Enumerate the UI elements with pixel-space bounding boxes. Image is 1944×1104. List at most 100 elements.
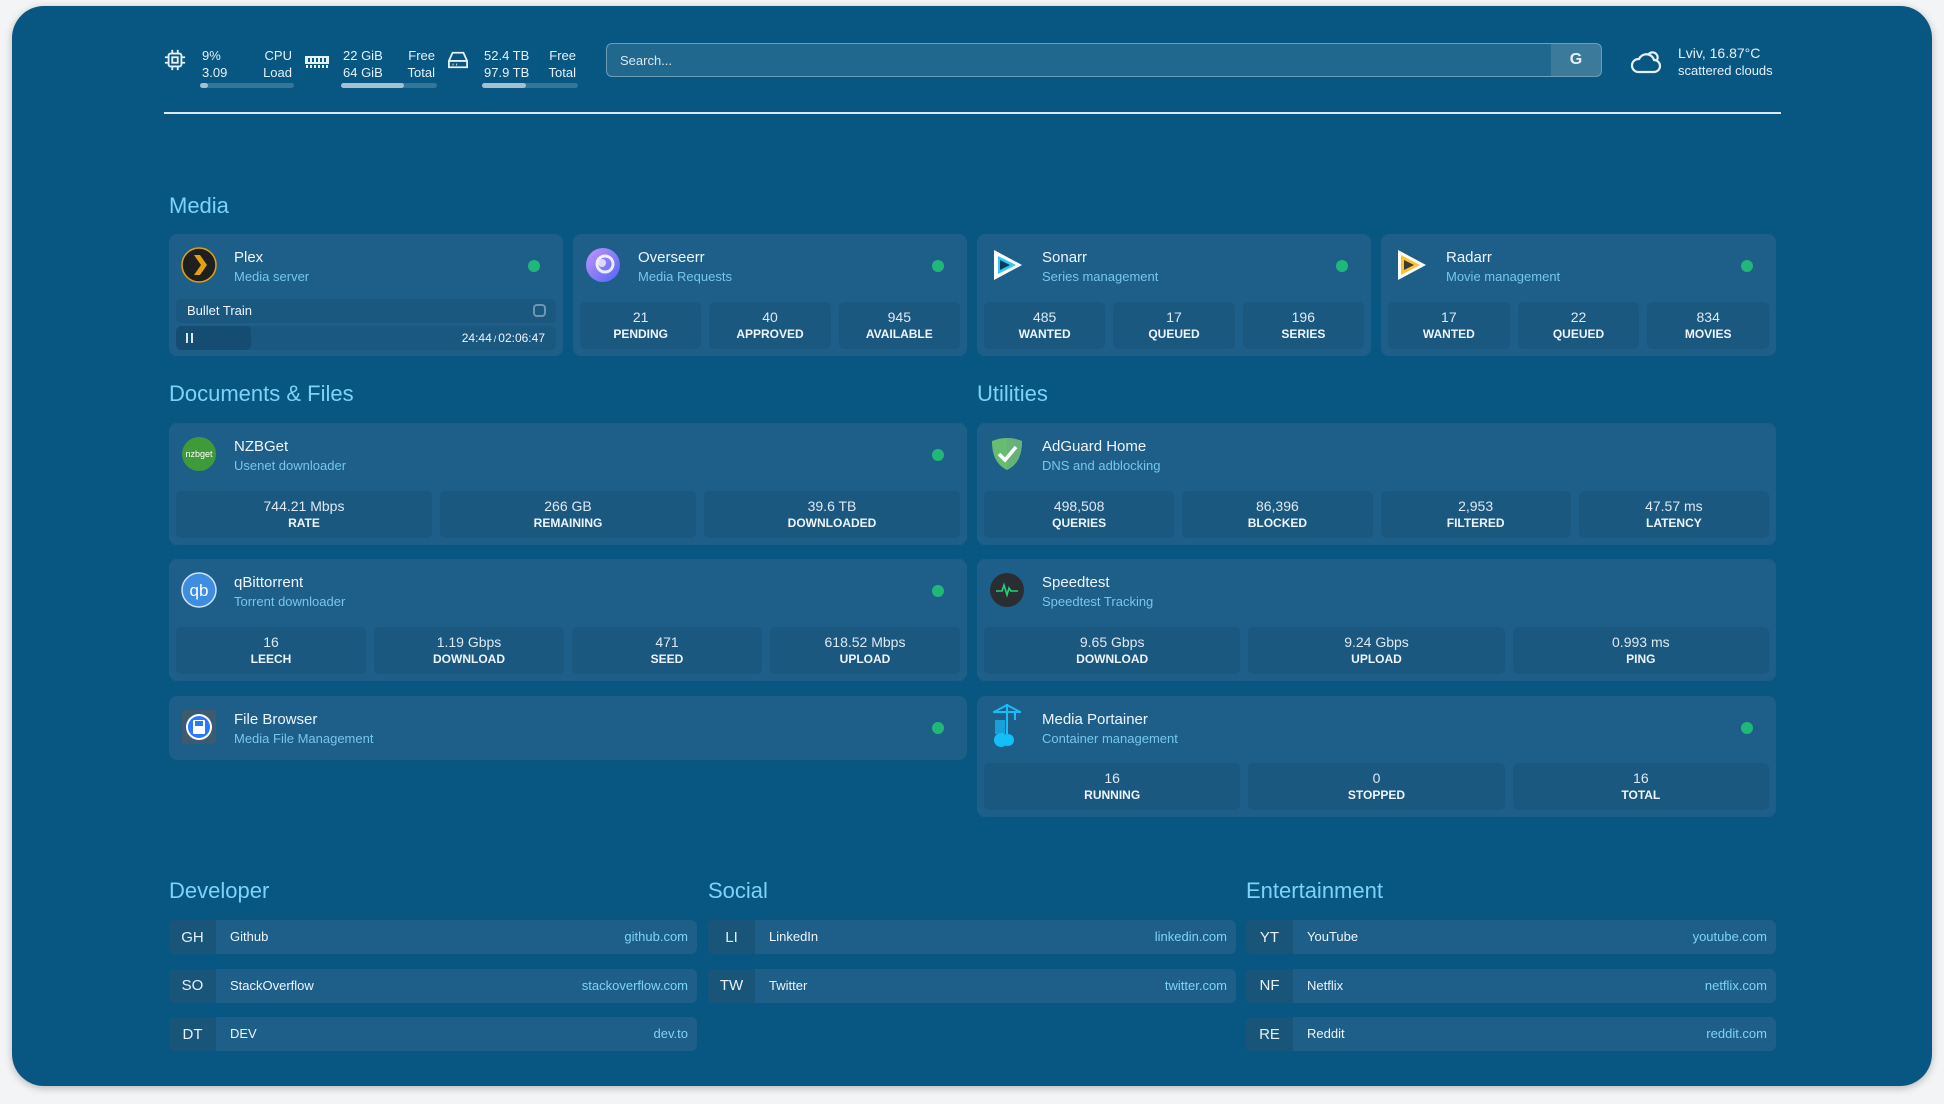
pause-icon[interactable] <box>186 333 193 343</box>
playback-progress[interactable] <box>176 326 251 350</box>
stat-label: FILTERED <box>1446 516 1505 530</box>
bookmark-name[interactable]: YouTube <box>1307 929 1359 944</box>
cpu-label: CPU <box>264 48 292 63</box>
service-card-radarr[interactable]: Radarr Movie management 17 WANTED 22 QUEUED 83… <box>1381 234 1776 356</box>
bookmark-name[interactable]: LinkedIn <box>769 929 819 944</box>
bookmark-github[interactable]: GH Github github.com <box>169 920 697 954</box>
bookmark-url[interactable]: twitter.com <box>1164 977 1227 993</box>
bookmark-linkedin[interactable]: LI LinkedIn linkedin.com <box>708 920 1236 954</box>
service-card-adguard[interactable]: AdGuard Home DNS and adblocking 498,508 QUE… <box>977 423 1776 545</box>
service-card-overseerr[interactable]: Overseerr Media Requests 21 PENDING 40 APPROV… <box>573 234 967 356</box>
plex-icon <box>181 247 217 283</box>
service-card-speedtest[interactable]: Speedtest Speedtest Tracking 9.65 Gbps DOWN… <box>977 559 1776 681</box>
stat-value: 471 <box>655 634 679 650</box>
dashboard-window: 9% 3.09 CPU Load 22 GiB 64 GiB Free Total 52… <box>12 6 1932 1086</box>
stat-filtered: 2,953 FILTERED <box>1380 491 1571 538</box>
stat-value: 16 <box>1104 770 1120 786</box>
service-stats: 16 LEECH 1.19 Gbps DOWNLOAD 471 SEED 618.52 Mb… <box>176 627 960 674</box>
stat-value: 2,953 <box>1458 498 1494 514</box>
stat-label: RATE <box>288 516 320 530</box>
stat-leech: 16 LEECH <box>176 627 366 674</box>
bookmark-url[interactable]: stackoverflow.com <box>581 977 688 993</box>
service-name[interactable]: qBittorrent <box>234 574 304 591</box>
bookmark-reddit[interactable]: RE Reddit reddit.com <box>1246 1017 1776 1051</box>
cloud-sun-icon <box>1630 51 1662 74</box>
stat-value: 17 <box>1166 309 1182 325</box>
stat-label: WANTED <box>1422 327 1475 341</box>
service-card-portainer[interactable]: Media Portainer Container management 16 RUN… <box>977 696 1776 817</box>
stat-label: UPLOAD <box>1351 652 1402 666</box>
service-name[interactable]: Radarr <box>1446 249 1492 266</box>
service-description: Media server <box>234 269 310 284</box>
memory-icon <box>305 56 329 68</box>
service-description: Usenet downloader <box>234 458 347 473</box>
stat-queued: 22 QUEUED <box>1517 302 1640 349</box>
service-stats: 744.21 Mbps RATE 266 GB REMAINING 39.6 TB DOW… <box>176 491 960 538</box>
bookmark-name[interactable]: DEV <box>230 1026 257 1041</box>
stat-value: 196 <box>1291 309 1315 325</box>
service-description: Media File Management <box>234 731 374 746</box>
service-stats: 16 RUNNING 0 STOPPED 16 TOTAL <box>984 763 1769 810</box>
service-description: Media Requests <box>638 269 732 284</box>
search-input[interactable] <box>607 44 1547 76</box>
service-name[interactable]: Speedtest <box>1042 574 1110 591</box>
service-name[interactable]: Sonarr <box>1042 249 1088 266</box>
section-title-social: Social <box>708 878 768 903</box>
bookmark-name[interactable]: Netflix <box>1307 977 1344 993</box>
google-search-button[interactable]: G <box>1551 44 1601 76</box>
service-name[interactable]: File Browser <box>234 711 318 728</box>
qbittorrent-icon: qb <box>181 572 217 608</box>
disk-usage-bar <box>482 83 578 88</box>
service-card-sonarr[interactable]: Sonarr Series management 485 WANTED 17 QUEUED… <box>977 234 1371 356</box>
bookmark-netflix[interactable]: NF Netflix netflix.com <box>1246 968 1776 1003</box>
stat-label: MOVIES <box>1684 327 1732 341</box>
bookmark-name[interactable]: Github <box>230 929 269 944</box>
stat-value: 618.52 Mbps <box>824 634 906 650</box>
stat-queued: 17 QUEUED <box>1113 302 1235 349</box>
service-card-qbittorrent[interactable]: qb qBittorrent Torrent downloader 16 LEECH 1.… <box>169 559 967 681</box>
stat-label: TOTAL <box>1621 788 1661 802</box>
bookmark-url[interactable]: netflix.com <box>1704 977 1767 993</box>
stat-label: SERIES <box>1281 327 1326 341</box>
memory-usage-bar <box>341 83 437 88</box>
stat-downloaded: 39.6 TB DOWNLOADED <box>704 491 960 538</box>
settings-icon[interactable] <box>533 304 546 317</box>
bookmark-name[interactable]: Reddit <box>1307 1026 1345 1041</box>
bookmark-twitter[interactable]: TW Twitter twitter.com <box>708 968 1236 1003</box>
stat-value: 21 <box>632 309 649 325</box>
load-label: Load <box>263 65 292 80</box>
bookmark-url[interactable]: linkedin.com <box>1154 929 1227 944</box>
disk-free: 52.4 TB <box>484 48 530 63</box>
bookmark-name[interactable]: Twitter <box>769 977 808 993</box>
service-name[interactable]: NZBGet <box>234 438 289 455</box>
bookmark-stackoverflow[interactable]: SO StackOverflow stackoverflow.com <box>169 968 697 1003</box>
bookmark-youtube[interactable]: YT YouTube youtube.com <box>1246 920 1776 954</box>
disk-total: 97.9 TB <box>484 65 530 80</box>
service-card-nzbget[interactable]: nzbget NZBGet Usenet downloader 744.21 Mbps… <box>169 423 967 545</box>
service-name[interactable]: Overseerr <box>638 249 705 266</box>
bookmark-url[interactable]: youtube.com <box>1692 929 1767 944</box>
stat-total: 16 TOTAL <box>1512 763 1769 810</box>
stat-label: BLOCKED <box>1247 516 1308 530</box>
playback-position: 24:44 <box>461 331 492 345</box>
stat-value: 945 <box>887 309 911 325</box>
bookmark-url[interactable]: reddit.com <box>1706 1026 1767 1041</box>
service-name[interactable]: AdGuard Home <box>1042 438 1147 455</box>
bookmark-dev[interactable]: DT DEV dev.to <box>169 1017 697 1051</box>
service-name[interactable]: Plex <box>234 249 264 266</box>
bookmark-url[interactable]: github.com <box>624 929 688 944</box>
stat-wanted: 485 WANTED <box>984 302 1106 349</box>
service-name[interactable]: Media Portainer <box>1042 711 1148 728</box>
bookmark-url[interactable]: dev.to <box>653 1026 688 1041</box>
stat-value: 9.24 Gbps <box>1344 634 1409 650</box>
stat-pending: 21 PENDING <box>580 302 702 349</box>
bookmark-name[interactable]: StackOverflow <box>230 977 314 993</box>
stat-approved: 40 APPROVED <box>709 302 831 349</box>
stat-label: PENDING <box>613 327 668 341</box>
stat-value: 744.21 Mbps <box>263 498 345 514</box>
service-card-plex[interactable]: Plex Media server Bullet Train 24:44/02:06:… <box>169 234 563 356</box>
bookmark-abbreviation: GH <box>169 920 216 954</box>
service-description: Container management <box>1042 731 1178 746</box>
stat-value: 39.6 TB <box>807 498 857 514</box>
service-card-filebrowser[interactable]: File Browser Media File Management <box>169 696 967 760</box>
